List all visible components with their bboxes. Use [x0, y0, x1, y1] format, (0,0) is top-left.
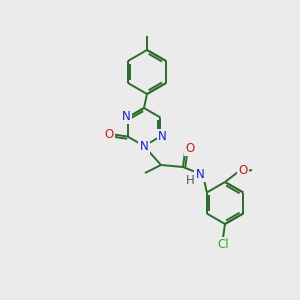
Text: O: O	[238, 164, 247, 176]
Text: Cl: Cl	[217, 238, 229, 251]
Text: O: O	[104, 128, 113, 141]
Text: N: N	[158, 130, 167, 143]
Text: N: N	[140, 140, 148, 154]
Text: N: N	[196, 167, 204, 181]
Text: O: O	[185, 142, 195, 154]
Text: H: H	[186, 173, 194, 187]
Text: N: N	[122, 110, 131, 123]
